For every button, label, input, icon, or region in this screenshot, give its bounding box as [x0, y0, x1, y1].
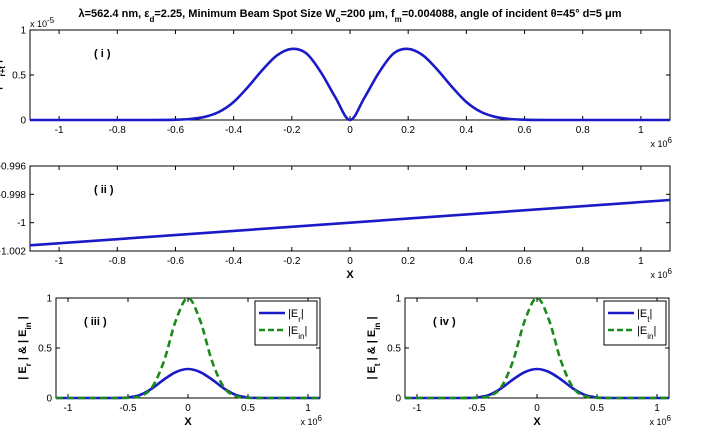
panel-annotation: ( i )	[94, 48, 111, 60]
series-line-1	[29, 198, 671, 247]
x-tick-label: 0.4	[459, 125, 473, 136]
y-tick-label: 0.5	[38, 344, 52, 355]
x-multiplier-label: x 106	[651, 136, 673, 150]
x-tick-label: -0.5	[468, 403, 486, 414]
panel-iii: -1 -0.5 0 0.5 100.51x 106| Er | & | Ein |X( …	[17, 294, 323, 429]
y-tick-label: 0	[46, 394, 52, 405]
series-line-2	[56, 296, 320, 400]
y-tick-label: -1.002	[0, 247, 26, 258]
x-tick-label: 1	[654, 403, 660, 414]
y-multiplier-label: x 10-5	[30, 16, 55, 30]
x-tick-label: 0	[185, 403, 191, 414]
x-tick-label: -0.2	[283, 125, 301, 136]
y-tick-label: 1	[395, 294, 401, 305]
x-multiplier-label: x 106	[301, 414, 323, 428]
x-axis-label: X	[346, 269, 354, 281]
panel-iv: -1 -0.5 0 0.5 100.51x 106| Et | & | Ein |X( …	[366, 294, 672, 429]
y-tick-label: 0.5	[387, 344, 401, 355]
panel-annotation: ( iii )	[84, 316, 107, 328]
x-tick-label: 1	[638, 125, 644, 136]
x-tick-label: -0.4	[225, 256, 243, 267]
x-tick-label: -0.5	[119, 403, 137, 414]
x-tick-label: 1	[305, 403, 311, 414]
x-tick-label: -1	[64, 403, 73, 414]
x-tick-label: -0.4	[225, 125, 243, 136]
y-tick-label: -0.996	[0, 162, 26, 173]
panel-annotation: ( iv )	[433, 316, 456, 328]
x-tick-label: 0.6	[518, 256, 532, 267]
panel-annotation: ( ii )	[94, 184, 114, 196]
y-axis-label: | Er+t |	[0, 60, 7, 90]
figure-title: λ=562.4 nm, εd=2.25, Minimum Beam Spot S…	[78, 8, 621, 24]
x-tick-label: -0.8	[109, 256, 127, 267]
x-tick-label: -0.6	[167, 125, 185, 136]
x-tick-label: 1	[638, 256, 644, 267]
panel-i: -1 -0.8 -0.6 -0.4 -0.2 0 0.2 0.4 0.6 0.8 1 0 0.5 1 x 1…	[0, 16, 673, 150]
x-tick-label: 0.8	[576, 256, 590, 267]
x-tick-label: 0.8	[576, 125, 590, 136]
x-tick-label: -1	[55, 125, 64, 136]
plot-area	[29, 29, 671, 121]
x-tick-label: -1	[413, 403, 422, 414]
x-axis-label: X	[533, 416, 541, 428]
x-tick-label: 0.2	[401, 256, 415, 267]
x-tick-label: 0.5	[590, 403, 604, 414]
x-tick-label: -0.6	[167, 256, 185, 267]
y-tick-label: 1	[46, 294, 52, 305]
legend-box	[254, 300, 318, 346]
x-tick-label: -1	[55, 256, 64, 267]
y-tick-label: -1	[17, 218, 26, 229]
x-tick-label: 0.5	[241, 403, 255, 414]
legend-label: |Er|	[288, 308, 304, 324]
x-tick-label: 0	[347, 125, 353, 136]
y-axis-label: | Et | & | Ein |	[366, 316, 382, 379]
x-tick-label: -0.2	[283, 256, 301, 267]
x-multiplier-label: x 106	[650, 414, 672, 428]
series-line-2	[405, 296, 669, 400]
y-tick-label: 0	[395, 394, 401, 405]
legend-box	[603, 300, 667, 346]
x-multiplier-label: x 106	[651, 267, 673, 281]
y-tick-label: 1	[20, 26, 26, 37]
series-line-1	[30, 47, 670, 122]
x-axis-label: X	[184, 416, 192, 428]
x-tick-label: 0.4	[459, 256, 473, 267]
x-tick-label: 0.2	[401, 125, 415, 136]
panel-ii: -1 -0.8 -0.6 -0.4 -0.2 0 0.2 0.4 0.6 0.8 1 -1.002 -1…	[0, 162, 673, 282]
y-tick-label: 0	[20, 116, 26, 127]
legend-label: |Et|	[637, 308, 652, 324]
x-tick-label: 0	[534, 403, 540, 414]
y-axis-label: | Er | & | Ein |	[17, 316, 33, 380]
y-tick-label: 0.5	[12, 71, 26, 82]
x-tick-label: 0	[347, 256, 353, 267]
legend-label: |Ein|	[288, 325, 307, 341]
legend-label: |Ein|	[637, 325, 656, 341]
x-tick-label: 0.6	[518, 125, 532, 136]
y-tick-label: -0.998	[0, 190, 26, 201]
x-tick-label: -0.8	[109, 125, 127, 136]
